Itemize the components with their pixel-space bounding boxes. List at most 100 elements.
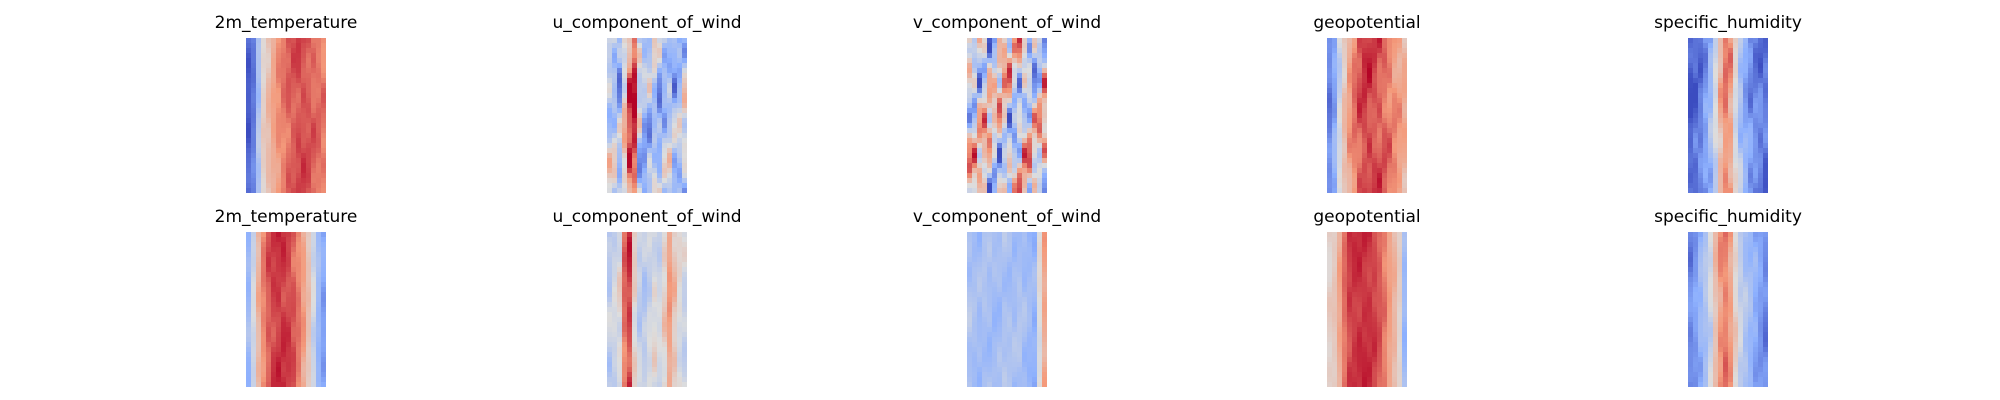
heatmap-cell	[1693, 178, 1699, 184]
heatmap-cell	[632, 48, 638, 54]
heatmap-cell	[1327, 377, 1333, 383]
heatmap-cell	[1372, 63, 1378, 69]
heatmap-cell	[977, 168, 983, 174]
heatmap-cell	[1758, 232, 1764, 238]
heatmap-cell	[1748, 133, 1754, 139]
heatmap-cell	[622, 163, 628, 169]
heatmap-cell	[1352, 158, 1358, 164]
heatmap-cell	[662, 267, 668, 273]
heatmap-cell	[682, 367, 687, 373]
heatmap-cell	[1327, 267, 1333, 273]
heatmap-cell	[667, 188, 673, 193]
heatmap-cell	[1017, 332, 1023, 338]
heatmap-cell	[612, 287, 618, 293]
heatmap-cell	[997, 337, 1003, 343]
heatmap-cell	[311, 98, 317, 104]
heatmap-cell	[662, 232, 668, 238]
heatmap-cell	[622, 128, 628, 134]
heatmap-cell	[657, 113, 663, 119]
heatmap-cell	[607, 307, 613, 313]
heatmap-cell	[682, 123, 687, 129]
heatmap-cell	[1728, 362, 1734, 368]
heatmap-cell	[972, 168, 978, 174]
heatmap-cell	[301, 113, 307, 119]
heatmap-cell	[1743, 232, 1749, 238]
heatmap-cell	[276, 153, 282, 159]
heatmap-cell	[1718, 292, 1724, 298]
heatmap-cell	[1743, 282, 1749, 288]
heatmap	[607, 38, 687, 193]
heatmap-cell	[617, 322, 623, 328]
heatmap-cell	[1753, 143, 1759, 149]
heatmap-cell	[271, 38, 277, 44]
heatmap-cell	[1012, 272, 1018, 278]
heatmap-cell	[972, 153, 978, 159]
heatmap-cell	[311, 367, 317, 373]
heatmap-cell	[1357, 68, 1363, 74]
heatmap-cell	[1002, 73, 1008, 79]
heatmap-cell	[1032, 133, 1038, 139]
heatmap-cell	[997, 123, 1003, 129]
heatmap-cell	[271, 262, 277, 268]
heatmap-cell	[997, 302, 1003, 308]
heatmap-cell	[261, 337, 267, 343]
heatmap-cell	[1357, 322, 1363, 328]
heatmap-cell	[261, 362, 267, 368]
heatmap-cell	[967, 48, 973, 54]
heatmap-cell	[682, 242, 687, 248]
heatmap-cell	[1327, 188, 1333, 193]
heatmap-cell	[617, 362, 623, 368]
heatmap-cell	[1372, 342, 1378, 348]
heatmap-cell	[321, 337, 326, 343]
heatmap-cell	[662, 173, 668, 179]
heatmap-cell	[296, 143, 302, 149]
heatmap-cell	[301, 267, 307, 273]
heatmap-cell	[667, 128, 673, 134]
heatmap-cell	[1713, 43, 1719, 49]
heatmap-cell	[316, 352, 322, 358]
heatmap-cell	[642, 63, 648, 69]
heatmap-cell	[992, 382, 998, 387]
heatmap-cell	[997, 98, 1003, 104]
heatmap-cell	[1753, 88, 1759, 94]
heatmap-cell	[1022, 342, 1028, 348]
heatmap-cell	[296, 337, 302, 343]
heatmap-cell	[281, 173, 287, 179]
heatmap-cell	[1402, 143, 1407, 149]
heatmap-cell	[637, 372, 643, 378]
heatmap-cell	[1332, 53, 1338, 59]
heatmap-cell	[321, 287, 326, 293]
heatmap-cell	[1347, 173, 1353, 179]
heatmap-cell	[301, 237, 307, 243]
heatmap-cell	[291, 63, 297, 69]
heatmap-cell	[1372, 103, 1378, 109]
heatmap-cell	[311, 93, 317, 99]
heatmap-cell	[1713, 138, 1719, 144]
heatmap-cell	[1327, 73, 1333, 79]
heatmap-cell	[662, 68, 668, 74]
heatmap-cell	[1708, 357, 1714, 363]
heatmap-cell	[286, 257, 292, 263]
heatmap-cell	[296, 287, 302, 293]
heatmap-cell	[1397, 362, 1403, 368]
heatmap-cell	[1733, 118, 1739, 124]
heatmap-cell	[1027, 138, 1033, 144]
heatmap-cell	[617, 38, 623, 44]
heatmap-cell	[667, 257, 673, 263]
heatmap-cell	[1042, 63, 1047, 69]
heatmap-cell	[1342, 257, 1348, 263]
heatmap-cell	[1367, 342, 1373, 348]
heatmap-cell	[677, 188, 683, 193]
heatmap-cell	[682, 312, 687, 318]
heatmap-cell	[1027, 337, 1033, 343]
heatmap-cell	[1402, 113, 1407, 119]
heatmap-cell	[321, 247, 326, 253]
heatmap-cell	[321, 237, 326, 243]
heatmap-cell	[1382, 58, 1388, 64]
heatmap-cell	[1723, 78, 1729, 84]
heatmap-cell	[1357, 103, 1363, 109]
heatmap-cell	[1738, 148, 1744, 154]
heatmap-cell	[972, 277, 978, 283]
heatmap-cell	[1367, 292, 1373, 298]
heatmap-cell	[1763, 297, 1768, 303]
